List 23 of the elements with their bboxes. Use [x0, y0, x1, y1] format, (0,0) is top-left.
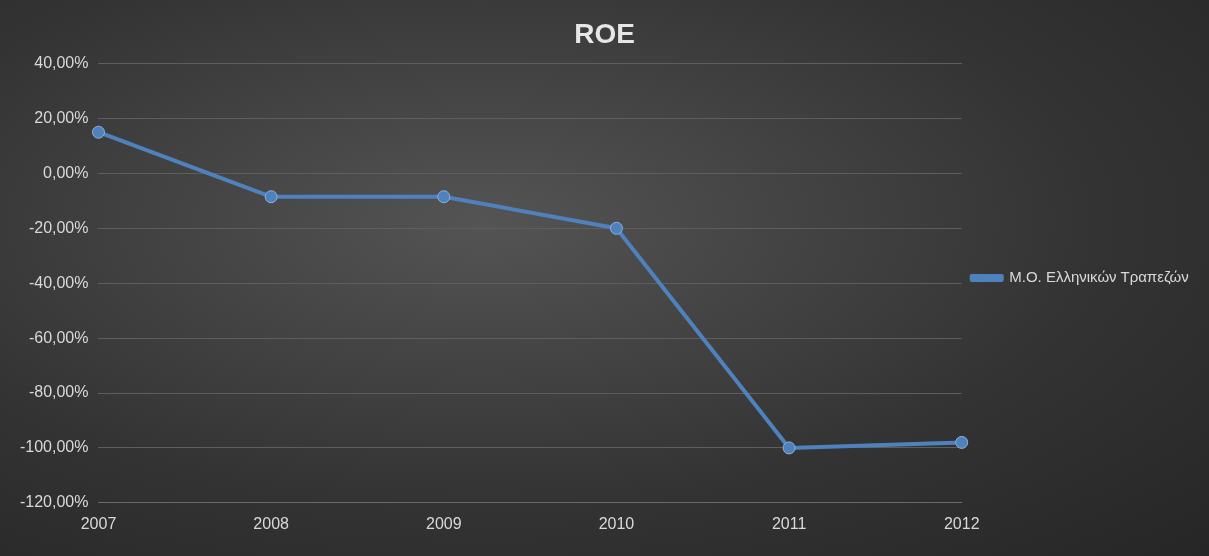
x-tick-label: 2011 [771, 514, 807, 532]
y-tick-label: -40,00% [28, 273, 89, 291]
x-tick-label: 2008 [253, 514, 290, 532]
y-tick-label: -120,00% [19, 493, 89, 511]
point [264, 190, 278, 204]
point [91, 125, 105, 139]
y-tick-label: 40,00% [34, 54, 89, 72]
y-tick-label: 0,00% [43, 163, 89, 181]
y-tick-label: -100,00% [19, 438, 89, 456]
y-tick-label: -60,00% [28, 328, 89, 346]
x-tick-label: 2007 [80, 514, 117, 532]
point [609, 221, 623, 235]
y-tick-label: 20,00% [34, 108, 89, 126]
x-tick-label: 2012 [943, 514, 980, 532]
y-tick-label: -80,00% [28, 383, 89, 401]
point [782, 441, 796, 455]
x-tick-label: 2009 [425, 514, 462, 532]
point [437, 190, 451, 204]
legend-label: Μ.Ο. Ελληνικών Τραπεζών [1009, 268, 1189, 286]
point [955, 435, 969, 449]
x-tick-label: 2010 [598, 514, 635, 532]
y-tick-label: -20,00% [28, 218, 89, 236]
chart-title: ROE [574, 17, 635, 49]
